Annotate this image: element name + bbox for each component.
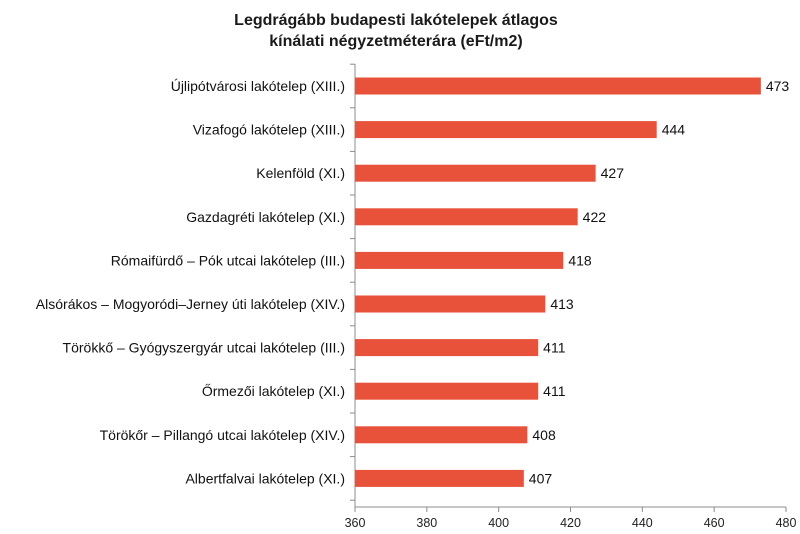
x-tick-label: 420	[560, 516, 581, 530]
plot-area: 360 380 400 420 440 460 480 Újlipótvárosi lakót…	[36, 63, 797, 530]
value-label: 473	[766, 78, 790, 94]
x-tick-label: 440	[632, 516, 653, 530]
value-label: 411	[543, 383, 566, 399]
bar	[355, 164, 596, 182]
value-label: 444	[662, 122, 686, 138]
chart-title-line-1: Legdrágább budapesti lakótelepek átlagos	[234, 12, 558, 29]
value-label: 422	[583, 209, 607, 225]
chart-title-line-2: kínálati négyzetméterára (eFt/m2)	[269, 33, 522, 50]
category-label: Őrmezői lakótelep (XI.)	[202, 383, 345, 399]
category-label: Gazdagréti lakótelep (XI.)	[186, 209, 345, 225]
bar	[355, 251, 564, 269]
bar	[355, 426, 528, 444]
value-label: 411	[543, 340, 566, 356]
value-label: 413	[550, 296, 574, 312]
category-label: Újlipótvárosi lakótelep (XIII.)	[171, 78, 345, 94]
category-label: Törökkő – Gyógyszergyár utcai lakótelep …	[63, 340, 345, 356]
value-label: 408	[532, 427, 556, 443]
category-label: Rómaifürdő – Pók utcai lakótelep (III.)	[111, 252, 345, 268]
bar	[355, 208, 578, 226]
category-label: Albertfalvai lakótelep (XI.)	[185, 470, 345, 486]
x-tick-label: 460	[704, 516, 725, 530]
category-label: Kelenföld (XI.)	[256, 165, 345, 181]
x-tick-label: 400	[488, 516, 509, 530]
category-label: Vizafogó lakótelep (XIII.)	[193, 122, 345, 138]
category-label: Alsórákos – Mogyoródi–Jerney úti lakótel…	[36, 296, 345, 312]
bar	[355, 77, 761, 95]
x-tick-label: 360	[345, 516, 366, 530]
bar	[355, 339, 539, 357]
bar	[355, 469, 524, 487]
value-label: 418	[568, 252, 592, 268]
bar	[355, 382, 539, 400]
category-label: Törökőr – Pillangó utcai lakótelep (XIV.…	[100, 427, 345, 443]
bar	[355, 121, 657, 139]
x-tick-label: 380	[416, 516, 437, 530]
value-label: 407	[529, 470, 553, 486]
value-label: 427	[601, 165, 625, 181]
bar	[355, 295, 546, 313]
x-tick-label: 480	[776, 516, 797, 530]
